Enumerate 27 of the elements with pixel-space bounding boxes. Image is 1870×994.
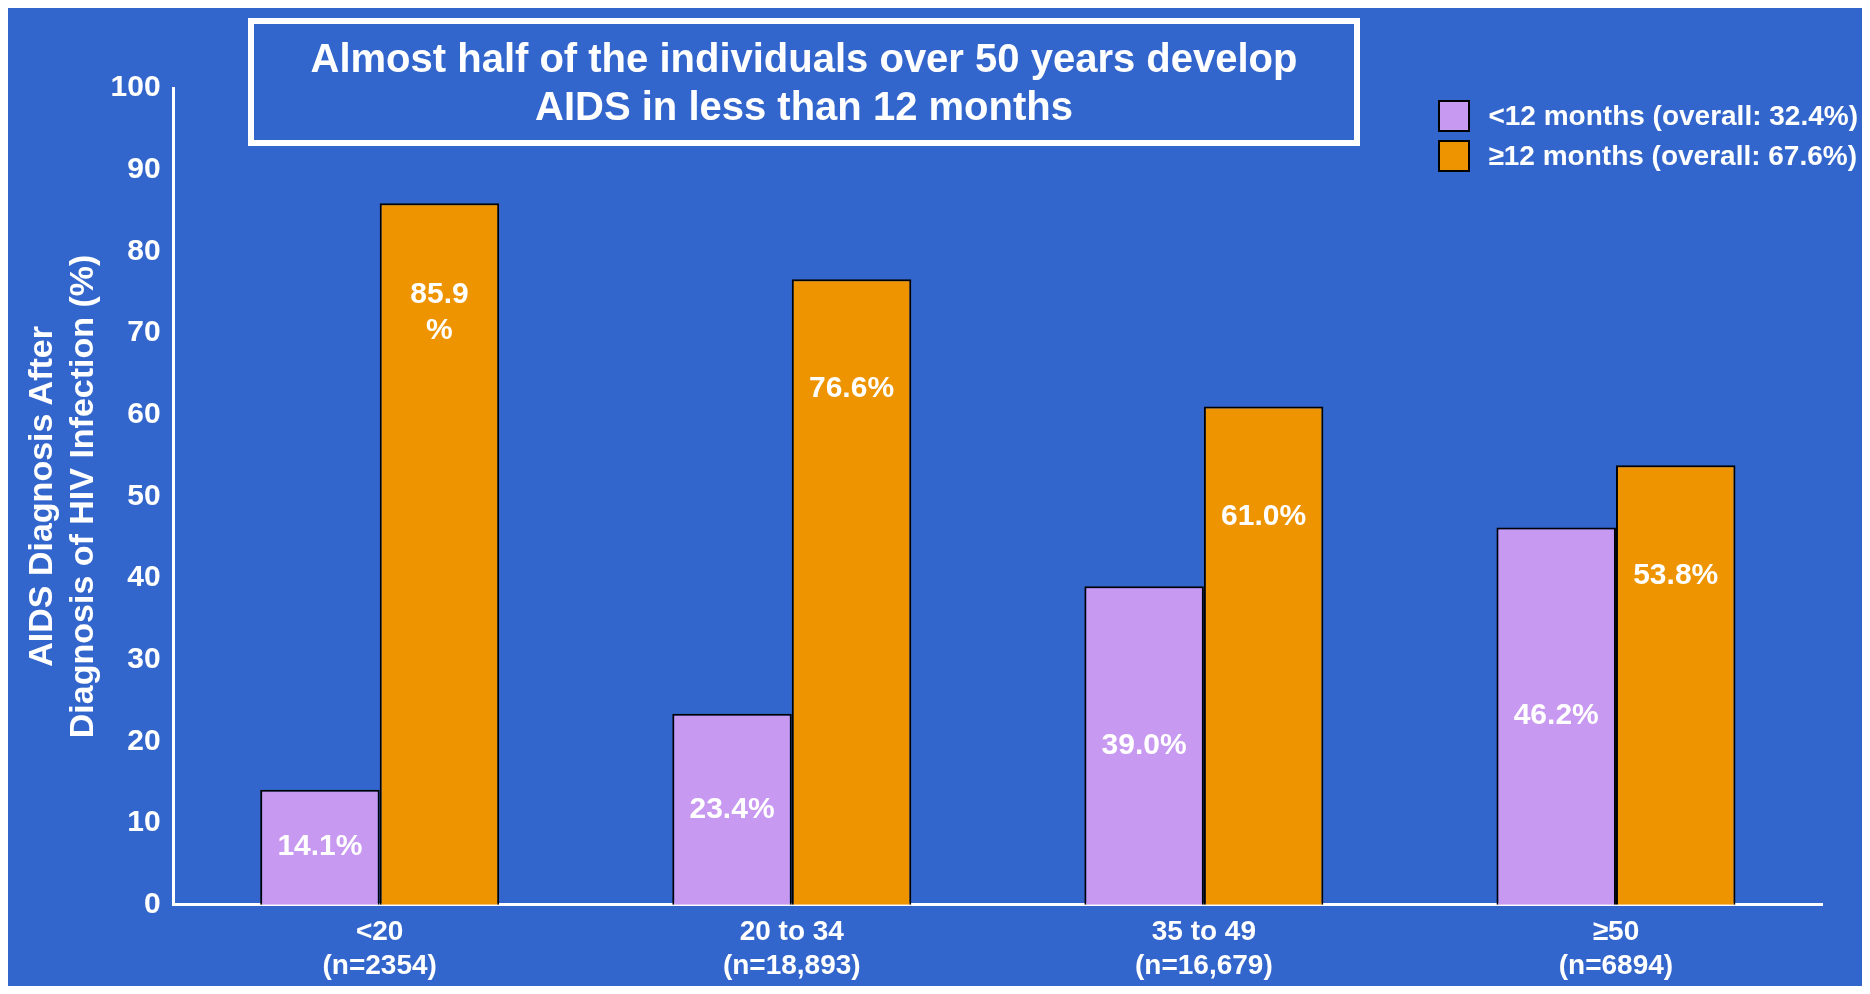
y-tick-label: 90 xyxy=(127,150,161,184)
y-tick-label: 40 xyxy=(127,559,161,593)
data-label: 23.4% xyxy=(689,790,775,824)
x-tick-label: ≥50 (n=6894) xyxy=(1558,915,1674,980)
data-label: 53.8% xyxy=(1633,556,1719,590)
y-axis-title: AIDS Diagnosis After Diagnosis of HIV Infection (%) xyxy=(20,254,100,739)
y-tick-label: 0 xyxy=(143,886,161,920)
y-tick-label: 10 xyxy=(127,804,161,838)
data-label: 85.9 % xyxy=(410,276,469,346)
chart-title: Almost half of the individuals over 50 years develop AIDS in less than 12 months xyxy=(248,18,1360,146)
data-label: 46.2% xyxy=(1513,697,1599,731)
data-label: 76.6% xyxy=(809,370,895,404)
x-tick-label: <20 (n=2354) xyxy=(322,915,437,980)
y-tick-label: 80 xyxy=(127,232,161,266)
data-label: 39.0% xyxy=(1101,726,1187,760)
x-tick-label: 35 to 49 (n=16,679) xyxy=(1135,915,1273,980)
y-tick-label: 70 xyxy=(127,314,161,348)
y-tick-label: 50 xyxy=(127,477,161,511)
y-tick-label: 20 xyxy=(127,722,161,756)
data-label: 61.0% xyxy=(1221,497,1307,531)
legend-label: ≥12 months (overall: 67.6%) xyxy=(1488,140,1858,172)
legend-label: <12 months (overall: 32.4%) xyxy=(1488,100,1858,132)
x-tick-label: 20 to 34 (n=18,893) xyxy=(722,915,861,980)
data-label: 14.1% xyxy=(277,828,363,862)
y-tick-label: 100 xyxy=(110,69,161,103)
y-tick-label: 30 xyxy=(127,641,161,675)
y-tick-label: 60 xyxy=(127,395,161,429)
